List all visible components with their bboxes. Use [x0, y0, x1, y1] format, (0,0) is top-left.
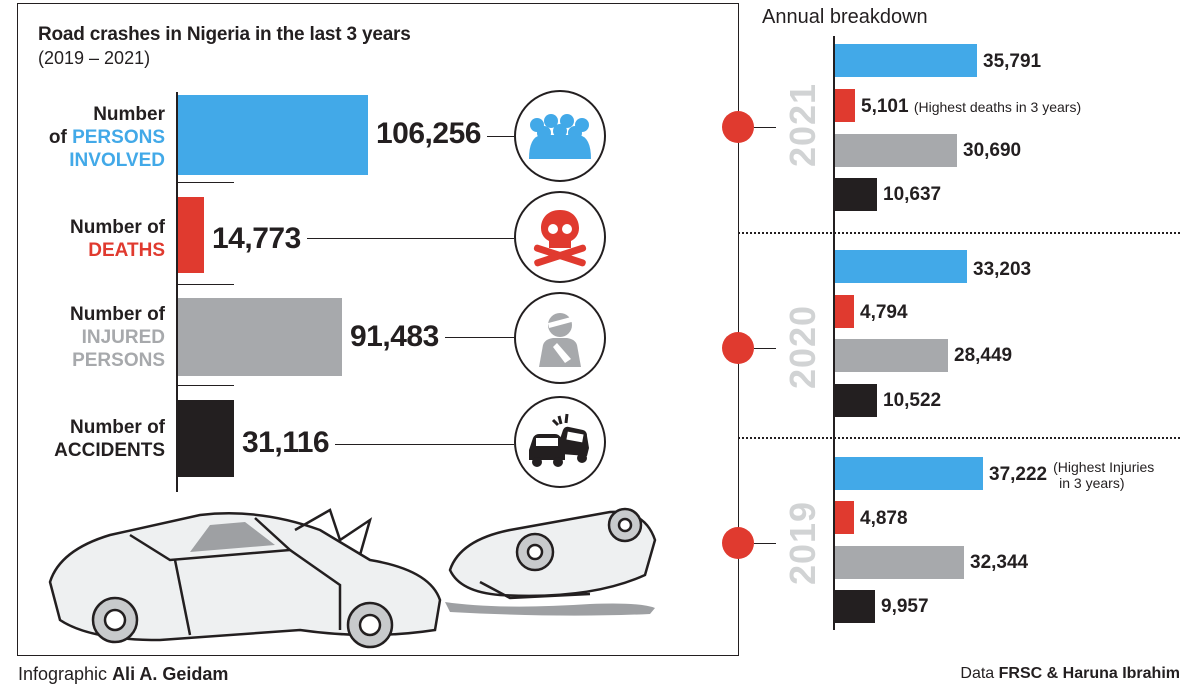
year-label-2019: 2019	[782, 500, 823, 586]
value-2021-persons-involved: 35,791	[983, 51, 1042, 72]
category-separator	[178, 182, 234, 183]
bar-2020-persons-involved	[835, 250, 967, 283]
annual-axis-line	[833, 36, 835, 630]
overturned-car-illustration	[445, 507, 657, 616]
value-2020-persons-involved: 33,203	[973, 259, 1032, 280]
year-marker-line	[754, 348, 776, 349]
category-label-deaths: Number of DEATHS	[70, 217, 165, 261]
infographic-credit: Infographic Ali A. Geidam	[18, 664, 229, 684]
value-2019-persons-involved: 37,222	[989, 464, 1048, 485]
year-marker-dot	[722, 332, 754, 364]
value-2019-accidents: 9,957	[881, 596, 929, 617]
crashed-car-illustration	[48, 508, 442, 649]
year-marker-line	[754, 127, 776, 128]
bar-2019-deaths	[835, 501, 854, 534]
bar-2020-deaths	[835, 295, 854, 328]
note-highest-injuries: (Highest Injuries in 3 years)	[1053, 459, 1155, 491]
note-highest-deaths: (Highest deaths in 3 years)	[913, 99, 1082, 115]
skull-crossbones-icon	[514, 191, 606, 283]
year-label-2020: 2020	[782, 304, 823, 390]
bar-2021-injured-persons	[835, 134, 957, 167]
bar-2020-accidents	[835, 384, 877, 417]
year-marker-dot	[722, 111, 754, 143]
bar-persons-involved	[178, 95, 368, 175]
bar-deaths	[178, 197, 204, 273]
year-separator	[738, 437, 1180, 439]
annual-breakdown-title: Annual breakdown	[762, 6, 928, 28]
data-credit: Data FRSC & Haruna Ibrahim	[960, 665, 1180, 682]
category-label-persons-involved: Number of PERSONS INVOLVED	[48, 104, 165, 171]
value-2020-deaths: 4,794	[860, 302, 908, 323]
category-separator	[178, 385, 234, 386]
bar-2019-injured-persons	[835, 546, 964, 579]
year-marker-dot	[722, 527, 754, 559]
value-accidents: 31,116	[242, 426, 330, 459]
connector-line	[486, 136, 514, 137]
value-2020-accidents: 10,522	[883, 390, 942, 411]
value-2019-injured-persons: 32,344	[970, 552, 1029, 573]
value-2019-deaths: 4,878	[860, 508, 908, 529]
main-axis-line	[176, 92, 178, 492]
year-label-2021: 2021	[782, 82, 823, 168]
bar-2021-accidents	[835, 178, 877, 211]
bar-2020-injured-persons	[835, 339, 948, 372]
category-label-accidents: Number of ACCIDENTS	[54, 417, 165, 461]
year-separator	[738, 232, 1180, 234]
year-marker-line	[754, 543, 776, 544]
value-injured-persons: 91,483	[350, 320, 439, 353]
injured-person-icon	[514, 292, 606, 384]
connector-line	[444, 337, 514, 338]
bar-2021-deaths	[835, 89, 855, 122]
category-label-injured-persons: Number of INJURED PERSONS	[70, 304, 165, 371]
bar-2019-accidents	[835, 590, 875, 623]
bar-injured-persons	[178, 298, 342, 376]
crowd-icon	[514, 90, 606, 182]
bar-accidents	[178, 400, 234, 477]
value-2020-injured-persons: 28,449	[954, 345, 1013, 366]
bar-2021-persons-involved	[835, 44, 977, 77]
chart-subtitle: (2019 – 2021)	[38, 48, 151, 68]
chart-title: Road crashes in Nigeria in the last 3 ye…	[38, 24, 411, 45]
connector-line	[335, 444, 514, 445]
category-separator	[178, 284, 234, 285]
car-crash-icon	[514, 396, 606, 488]
value-persons-involved: 106,256	[376, 117, 481, 150]
bar-2019-persons-involved	[835, 457, 983, 490]
value-2021-deaths: 5,101 (Highest deaths in 3 years)	[861, 96, 1082, 117]
value-deaths: 14,773	[212, 222, 301, 255]
value-2021-injured-persons: 30,690	[963, 140, 1022, 161]
value-2021-accidents: 10,637	[883, 184, 942, 205]
connector-line	[306, 238, 514, 239]
